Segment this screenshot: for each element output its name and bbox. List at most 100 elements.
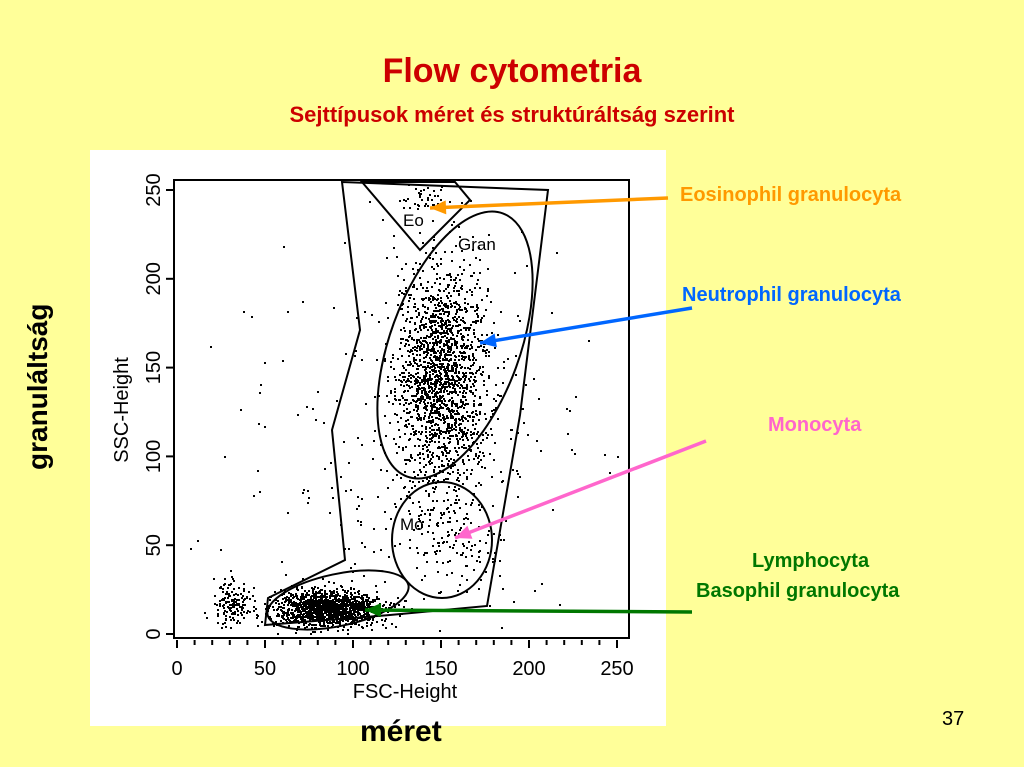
event-point [482,439,484,441]
event-point [410,454,412,456]
event-point [361,595,363,597]
event-point [287,512,289,514]
event-point [470,344,472,346]
event-point [385,302,387,304]
event-point [328,581,330,583]
event-point [440,517,442,519]
event-point [197,540,199,542]
event-point [448,534,450,536]
event-point [441,465,443,467]
event-point [459,529,461,531]
event-point [449,274,451,276]
event-point [456,364,458,366]
event-point [304,627,306,629]
event-point [402,338,404,340]
event-point [204,612,206,614]
events [190,184,619,635]
event-point [382,605,384,607]
event-point [448,378,450,380]
event-point [435,412,437,414]
event-point [437,424,439,426]
event-point [415,373,417,375]
event-point [426,397,428,399]
event-point [462,396,464,398]
event-point [434,385,436,387]
event-point [446,447,448,449]
event-point [471,469,473,471]
event-point [492,413,494,415]
event-point [444,449,446,451]
event-point [419,399,421,401]
event-point [434,367,436,369]
event-point [327,625,329,627]
event-point [292,602,294,604]
event-point [324,609,326,611]
plot-background [90,150,666,726]
event-point [430,509,432,511]
event-point [456,552,458,554]
event-point [437,366,439,368]
event-point [349,609,351,611]
event-point [411,487,413,489]
event-point [430,295,432,297]
event-point [460,527,462,529]
event-point [221,627,223,629]
event-point [305,612,307,614]
event-point [575,396,577,398]
event-point [440,591,442,593]
event-point [454,419,456,421]
event-point [315,624,317,626]
event-point [378,598,380,600]
event-point [452,377,454,379]
event-point [422,366,424,368]
event-point [458,316,460,318]
event-point [445,320,447,322]
event-point [236,599,238,601]
event-point [323,422,325,424]
event-point [431,425,433,427]
event-point [444,359,446,361]
event-point [449,300,451,302]
event-point [322,578,324,580]
event-point [488,351,490,353]
event-point [427,199,429,201]
event-point [387,376,389,378]
event-point [443,330,445,332]
event-point [406,384,408,386]
event-point [405,343,407,345]
event-point [333,613,335,615]
event-point [260,384,262,386]
event-point [419,194,421,196]
event-point [440,263,442,265]
event-point [233,580,235,582]
event-point [408,403,410,405]
event-point [429,257,431,259]
event-point [429,371,431,373]
event-point [478,369,480,371]
event-point [321,589,323,591]
event-point [429,379,431,381]
event-point [450,279,452,281]
event-point [220,587,222,589]
event-point [571,449,573,451]
event-point [425,367,427,369]
event-point [485,418,487,420]
event-point [415,395,417,397]
x-tick-label: 250 [600,658,633,680]
event-point [370,601,372,603]
event-point [331,602,333,604]
event-point [291,609,293,611]
event-point [443,386,445,388]
event-point [417,388,419,390]
event-point [425,203,427,205]
event-point [436,417,438,419]
event-point [441,336,443,338]
event-point [476,283,478,285]
event-point [317,391,319,393]
event-point [441,451,443,453]
event-point [421,510,423,512]
event-point [411,395,413,397]
y-tick-label: 50 [143,534,165,556]
event-point [465,517,467,519]
